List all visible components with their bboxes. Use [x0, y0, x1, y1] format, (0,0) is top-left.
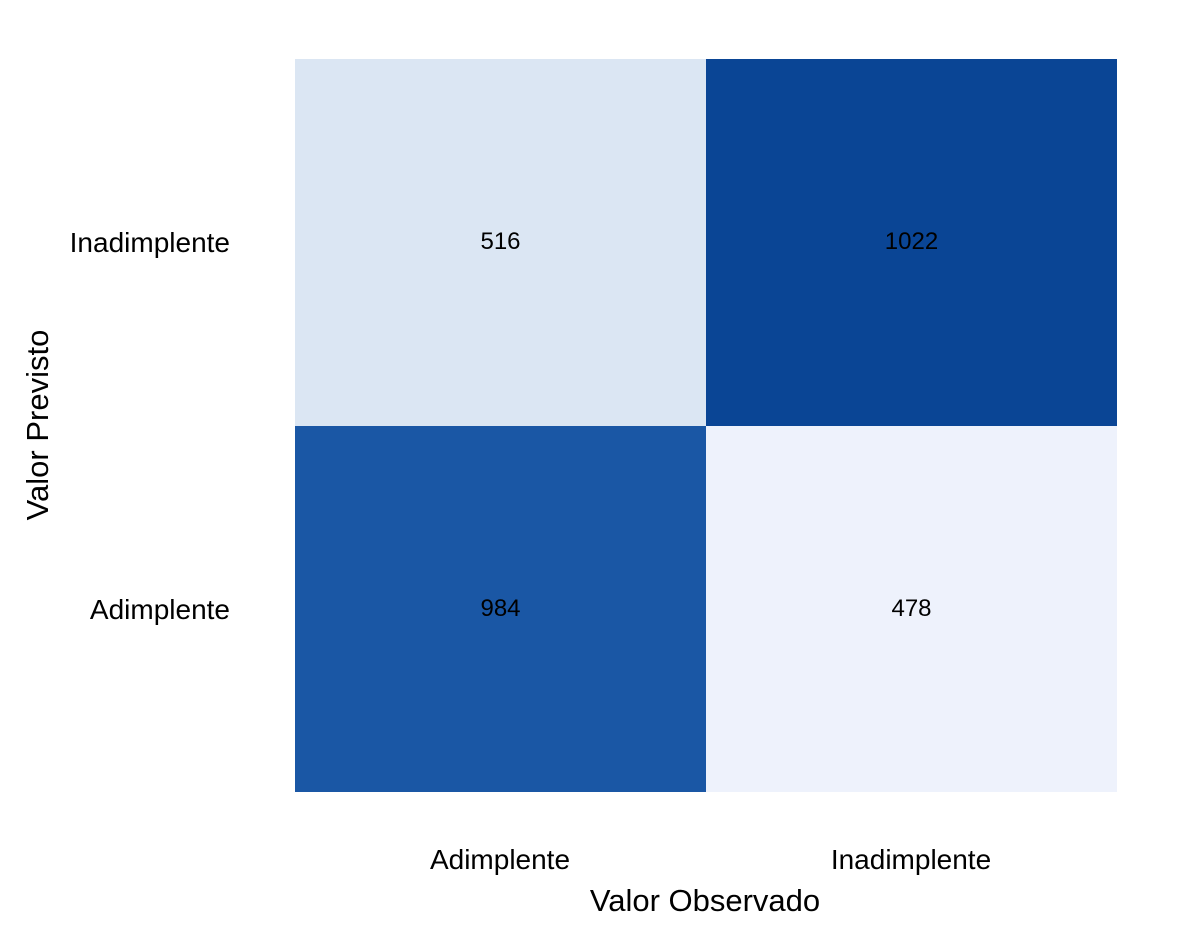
x-tick-label-inadimplente: Inadimplente [830, 844, 992, 875]
x-axis-title: Valor Observado [589, 883, 821, 918]
heatmap-cell-previsto-inadimplente-observado-adimplente: 516 [295, 59, 706, 426]
heatmap-plot: 516 1022 984 478 [295, 59, 1117, 792]
y-tick-label-inadimplente: Inadimplente [69, 227, 230, 258]
cell-value: 516 [480, 228, 521, 256]
x-tick-label-adimplente: Adimplente [429, 844, 571, 875]
cell-value: 984 [480, 594, 521, 622]
cell-value: 1022 [884, 228, 939, 256]
y-tick-label-adimplente: Adimplente [89, 594, 230, 625]
heatmap-cell-previsto-adimplente-observado-inadimplente: 478 [706, 425, 1117, 792]
heatmap-cell-previsto-adimplente-observado-adimplente: 984 [295, 425, 706, 792]
y-axis-title: Valor Previsto [20, 329, 55, 521]
heatmap-cell-previsto-inadimplente-observado-inadimplente: 1022 [706, 59, 1117, 426]
cell-value: 478 [891, 594, 932, 622]
